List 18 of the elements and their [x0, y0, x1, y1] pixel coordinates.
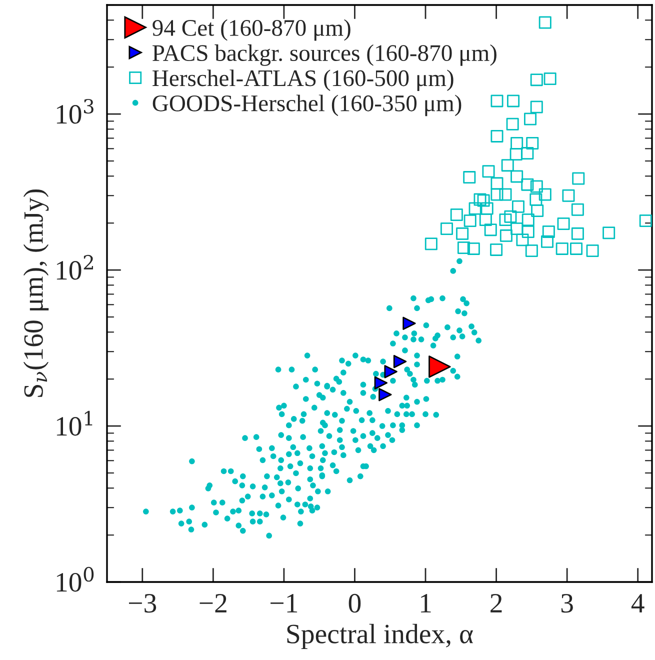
x-tick-label: −3 [129, 594, 156, 613]
y-tick-label: 10$^{3}$ [56, 98, 94, 124]
x-tick-label: 0 [348, 594, 361, 613]
y-axis-title: S$_{ν}$(160 μm), (mJy) [23, 189, 49, 397]
x-tick-label: 3 [561, 594, 573, 613]
y-tick-label: 10$^{0}$ [56, 566, 94, 592]
legend-label: 94 Cet (160-870 μm) [152, 19, 350, 41]
legend-label: GOODS-Herschel (160-350 μm) [152, 94, 462, 116]
legend-label: PACS backgr. sources (160-870 μm) [152, 44, 496, 66]
y-tick-label: 10$^{1}$ [56, 410, 92, 436]
x-axis-title: Spectral index, α [287, 624, 473, 650]
x-tick-label: −2 [200, 594, 226, 612]
x-tick-label: 1 [421, 594, 431, 612]
y-tick-label: 10$^{2}$ [56, 254, 93, 280]
x-tick-label: −1 [270, 594, 298, 612]
x-tick-label: 2 [490, 594, 502, 612]
legend-label: Herschel-ATLAS (160-500 μm) [152, 70, 454, 92]
x-tick-label: 4 [631, 594, 644, 612]
